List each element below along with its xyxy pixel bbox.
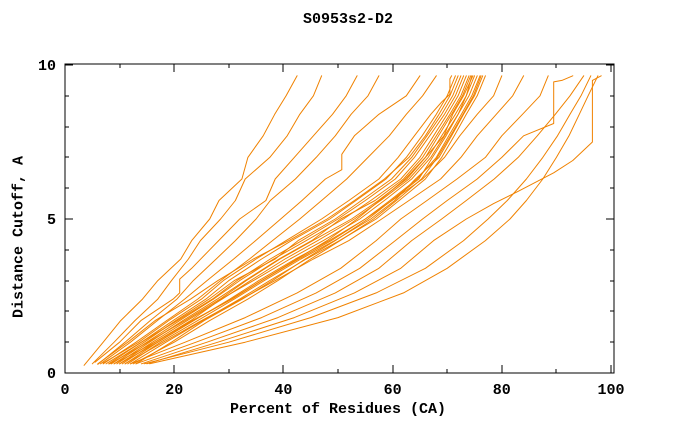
curve-9 [110,75,462,365]
curve-18 [135,75,473,365]
y-tick-label: 0 [47,366,56,383]
y-tick-label: 10 [38,58,56,75]
curve-22 [124,75,525,365]
curve-4 [97,75,380,365]
curve-10 [113,75,467,365]
curve-6 [102,75,437,365]
x-tick-label: 60 [384,382,402,399]
curve-27 [149,75,599,365]
curve-21 [119,75,503,365]
curve-17 [97,75,459,365]
curve-1 [83,75,298,366]
curve-28 [143,75,592,365]
curve-7 [102,75,453,364]
curve-20 [132,75,482,365]
tick-labels: 0 20 40 60 80 100 0 5 10 [38,58,625,399]
curve-15 [127,75,484,365]
x-tick-label: 80 [493,382,511,399]
curve-2 [91,75,323,365]
curve-11 [116,75,470,365]
curve-12 [119,75,475,365]
curve-30 [109,75,472,365]
axes-box [64,63,615,374]
x-tick-label: 40 [274,382,292,399]
curve-29 [105,75,465,365]
curves [83,75,602,366]
curve-3 [94,75,358,363]
curve-25 [140,75,585,365]
curve-23 [130,75,549,365]
chart-title: S0953s2-D2 [302,11,394,28]
x-tick-label: 100 [597,382,624,399]
y-tick-label: 5 [47,212,56,229]
x-tick-label: 0 [60,382,69,399]
x-tick-label: 20 [165,382,183,399]
x-axis-label: Percent of Residues (CA) [229,401,447,418]
curve-26 [146,75,602,365]
curve-24 [135,75,574,365]
curve-8 [108,75,456,365]
curve-5 [100,75,421,365]
